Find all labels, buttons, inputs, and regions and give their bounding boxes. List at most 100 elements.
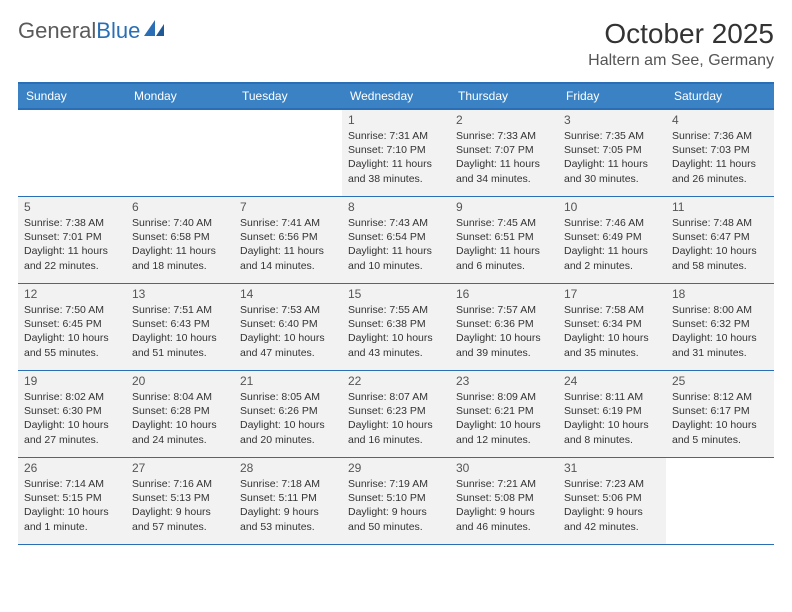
day-number: 14	[240, 287, 336, 301]
calendar-header-row: SundayMondayTuesdayWednesdayThursdayFrid…	[18, 82, 774, 110]
day-number: 12	[24, 287, 120, 301]
calendar-cell: 12Sunrise: 7:50 AMSunset: 6:45 PMDayligh…	[18, 284, 126, 370]
logo-word2: Blue	[96, 18, 140, 43]
calendar-cell: 17Sunrise: 7:58 AMSunset: 6:34 PMDayligh…	[558, 284, 666, 370]
sunset-line: Sunset: 7:03 PM	[672, 143, 768, 157]
daylight-line: Daylight: 10 hours and 35 minutes.	[564, 331, 660, 359]
sunrise-line: Sunrise: 7:19 AM	[348, 477, 444, 491]
calendar-cell: 28Sunrise: 7:18 AMSunset: 5:11 PMDayligh…	[234, 458, 342, 544]
sunset-line: Sunset: 6:51 PM	[456, 230, 552, 244]
sunset-line: Sunset: 6:56 PM	[240, 230, 336, 244]
sunset-line: Sunset: 6:21 PM	[456, 404, 552, 418]
day-header: Monday	[126, 84, 234, 108]
calendar-cell: 22Sunrise: 8:07 AMSunset: 6:23 PMDayligh…	[342, 371, 450, 457]
day-number: 19	[24, 374, 120, 388]
calendar-cell: 6Sunrise: 7:40 AMSunset: 6:58 PMDaylight…	[126, 197, 234, 283]
daylight-line: Daylight: 11 hours and 34 minutes.	[456, 157, 552, 185]
sunset-line: Sunset: 6:30 PM	[24, 404, 120, 418]
day-number: 18	[672, 287, 768, 301]
calendar-cell: 3Sunrise: 7:35 AMSunset: 7:05 PMDaylight…	[558, 110, 666, 196]
sunset-line: Sunset: 6:54 PM	[348, 230, 444, 244]
sunset-line: Sunset: 6:58 PM	[132, 230, 228, 244]
day-number: 22	[348, 374, 444, 388]
day-number: 20	[132, 374, 228, 388]
day-number: 28	[240, 461, 336, 475]
month-title: October 2025	[588, 18, 774, 50]
daylight-line: Daylight: 11 hours and 18 minutes.	[132, 244, 228, 272]
calendar-cell: 5Sunrise: 7:38 AMSunset: 7:01 PMDaylight…	[18, 197, 126, 283]
sunset-line: Sunset: 5:08 PM	[456, 491, 552, 505]
calendar-cell: 1Sunrise: 7:31 AMSunset: 7:10 PMDaylight…	[342, 110, 450, 196]
logo: GeneralBlue	[18, 18, 166, 44]
sunrise-line: Sunrise: 8:02 AM	[24, 390, 120, 404]
sunrise-line: Sunrise: 7:48 AM	[672, 216, 768, 230]
daylight-line: Daylight: 10 hours and 31 minutes.	[672, 331, 768, 359]
day-header: Tuesday	[234, 84, 342, 108]
sunset-line: Sunset: 5:11 PM	[240, 491, 336, 505]
daylight-line: Daylight: 11 hours and 6 minutes.	[456, 244, 552, 272]
sunset-line: Sunset: 6:38 PM	[348, 317, 444, 331]
sunrise-line: Sunrise: 7:51 AM	[132, 303, 228, 317]
sunset-line: Sunset: 7:07 PM	[456, 143, 552, 157]
day-number: 11	[672, 200, 768, 214]
sunset-line: Sunset: 6:36 PM	[456, 317, 552, 331]
sunset-line: Sunset: 6:32 PM	[672, 317, 768, 331]
day-number: 9	[456, 200, 552, 214]
logo-text: GeneralBlue	[18, 18, 140, 44]
calendar-cell: 4Sunrise: 7:36 AMSunset: 7:03 PMDaylight…	[666, 110, 774, 196]
day-number: 15	[348, 287, 444, 301]
calendar-cell: 31Sunrise: 7:23 AMSunset: 5:06 PMDayligh…	[558, 458, 666, 544]
sunrise-line: Sunrise: 8:11 AM	[564, 390, 660, 404]
day-number: 4	[672, 113, 768, 127]
sunset-line: Sunset: 6:26 PM	[240, 404, 336, 418]
sunset-line: Sunset: 6:17 PM	[672, 404, 768, 418]
daylight-line: Daylight: 10 hours and 27 minutes.	[24, 418, 120, 446]
calendar-cell: 2 Sunrise: 7:33 AMSunset: 7:07 PMDaylight…	[450, 110, 558, 196]
day-number: 3	[564, 113, 660, 127]
day-number: 25	[672, 374, 768, 388]
logo-word1: General	[18, 18, 96, 43]
location: Haltern am See, Germany	[588, 52, 774, 70]
daylight-line: Daylight: 11 hours and 22 minutes.	[24, 244, 120, 272]
day-header: Friday	[558, 84, 666, 108]
daylight-line: Daylight: 9 hours and 53 minutes.	[240, 505, 336, 533]
sunrise-line: Sunrise: 7:55 AM	[348, 303, 444, 317]
day-number: 23	[456, 374, 552, 388]
calendar-cell: 19 Sunrise: 8:02 AMSunset: 6:30 PMDayligh…	[18, 371, 126, 457]
daylight-line: Daylight: 11 hours and 26 minutes.	[672, 157, 768, 185]
calendar-cell: 26Sunrise: 7:14 AMSunset: 5:15 PMDayligh…	[18, 458, 126, 544]
calendar-cell: 29Sunrise: 7:19 AMSunset: 5:10 PMDayligh…	[342, 458, 450, 544]
sunrise-line: Sunrise: 7:21 AM	[456, 477, 552, 491]
daylight-line: Daylight: 11 hours and 30 minutes.	[564, 157, 660, 185]
day-number: 16	[456, 287, 552, 301]
calendar-cell: 10Sunrise: 7:46 AMSunset: 6:49 PMDayligh…	[558, 197, 666, 283]
daylight-line: Daylight: 11 hours and 14 minutes.	[240, 244, 336, 272]
sunrise-line: Sunrise: 8:05 AM	[240, 390, 336, 404]
day-header: Saturday	[666, 84, 774, 108]
sunset-line: Sunset: 6:34 PM	[564, 317, 660, 331]
day-number: 6	[132, 200, 228, 214]
day-number: 8	[348, 200, 444, 214]
day-number: 26	[24, 461, 120, 475]
sunrise-line: Sunrise: 7:35 AM	[564, 129, 660, 143]
calendar-cell	[666, 458, 774, 544]
sunrise-line: Sunrise: 7:41 AM	[240, 216, 336, 230]
calendar-cell	[234, 110, 342, 196]
calendar-week-row: 19 Sunrise: 8:02 AMSunset: 6:30 PMDayligh…	[18, 371, 774, 458]
daylight-line: Daylight: 10 hours and 58 minutes.	[672, 244, 768, 272]
sunrise-line: Sunrise: 7:33 AM	[456, 129, 552, 143]
calendar-cell: 20Sunrise: 8:04 AMSunset: 6:28 PMDayligh…	[126, 371, 234, 457]
sunrise-line: Sunrise: 8:09 AM	[456, 390, 552, 404]
day-number: 10	[564, 200, 660, 214]
sunset-line: Sunset: 6:19 PM	[564, 404, 660, 418]
day-number: 27	[132, 461, 228, 475]
day-number: 2	[456, 113, 552, 127]
sunrise-line: Sunrise: 7:31 AM	[348, 129, 444, 143]
sunset-line: Sunset: 6:23 PM	[348, 404, 444, 418]
sunrise-line: Sunrise: 7:16 AM	[132, 477, 228, 491]
sunset-line: Sunset: 7:10 PM	[348, 143, 444, 157]
daylight-line: Daylight: 10 hours and 1 minute.	[24, 505, 120, 533]
header: GeneralBlue October 2025 Haltern am See,…	[18, 18, 774, 70]
daylight-line: Daylight: 9 hours and 42 minutes.	[564, 505, 660, 533]
calendar-cell	[18, 110, 126, 196]
